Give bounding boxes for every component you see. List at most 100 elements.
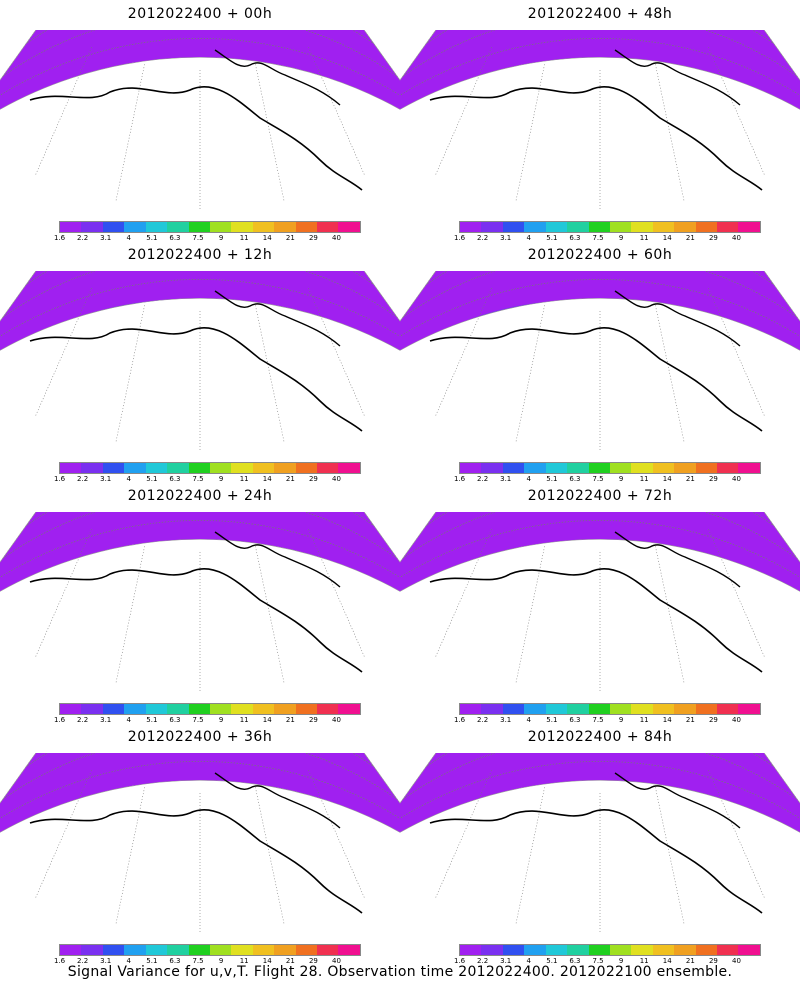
- colorbar-swatch: [738, 463, 760, 473]
- colorbar-tick-label: 1.6: [453, 957, 466, 965]
- variance-contour: [429, 781, 763, 857]
- graticule-meridian: [708, 288, 765, 417]
- variance-contour: [95, 569, 290, 616]
- variance-base: [0, 512, 400, 616]
- colorbar-tick-label: 7.5: [192, 957, 204, 965]
- low-variance-patch: [448, 883, 492, 903]
- colorbar-swatch: [102, 945, 125, 955]
- variance-base: [400, 30, 800, 134]
- colorbar-swatch: [502, 704, 525, 714]
- colorbar-tick-label: 14: [662, 957, 672, 965]
- colorbar-swatch: [567, 463, 589, 473]
- variance-contour: [106, 331, 282, 375]
- colorbar-tick-label: 9: [618, 234, 624, 242]
- colorbar-tick-label: 11: [239, 716, 249, 724]
- colorbar-swatch: [460, 704, 482, 714]
- colorbar-tick-label: 9: [618, 957, 624, 965]
- colorbar-swatch: [674, 463, 696, 473]
- graticule-meridian: [515, 64, 545, 202]
- graticule-meridian: [655, 546, 685, 684]
- coastline: [29, 567, 363, 673]
- variance-contour: [545, 838, 632, 857]
- colorbar-tick-label: 29: [308, 234, 318, 242]
- low-variance-patch: [702, 106, 758, 134]
- colorbar-swatch: [738, 945, 760, 955]
- colorbar-tick-label: 4: [126, 234, 131, 242]
- variance-contour: [433, 310, 736, 375]
- colorbar-tick-label: 11: [639, 475, 649, 483]
- colorbar-tick-label: 7.5: [592, 475, 604, 483]
- colorbar-tick-label: 1.6: [53, 475, 66, 483]
- variance-contour: [534, 106, 651, 134]
- colorbar-tick-label: 21: [285, 475, 295, 483]
- colorbar-swatch: [609, 222, 632, 232]
- colorbar-swatch: [231, 463, 253, 473]
- forecast-panel-4: 2012022400 + 24h 1.6 2.2 3.1 4 5.1 6.3 7.5 9 11 1…: [0, 482, 400, 724]
- colorbar-tick-label: 9: [618, 716, 624, 724]
- forecast-panel-6: 2012022400 + 36h 1.6 2.2 3.1 4 5.1 6.3 7.5 9 11 1…: [0, 723, 400, 965]
- variance-contour: [460, 551, 732, 616]
- variance-contour: [121, 588, 248, 616]
- colorbar-swatch: [252, 704, 275, 714]
- variance-field: [400, 30, 800, 134]
- colorbar-ticks: 1.6 2.2 3.1 4 5.1 6.3 7.5 9 11 14 21 29 40: [448, 475, 748, 485]
- colorbar-tick-label: 21: [285, 957, 295, 965]
- colorbar-swatch: [609, 704, 632, 714]
- colorbar-swatch: [631, 222, 653, 232]
- colorbar-swatch: [738, 704, 760, 714]
- variance-contour: [164, 841, 223, 857]
- graticule-meridian: [655, 787, 685, 925]
- colorbar-tick-label: 2.2: [77, 716, 89, 724]
- graticule-arc: [0, 761, 400, 819]
- colorbar-tick-label: 7.5: [192, 234, 204, 242]
- colorbar-swatch: [481, 945, 503, 955]
- variance-map: [0, 753, 400, 933]
- graticule-meridian: [115, 305, 145, 443]
- graticule-arc: [0, 520, 400, 578]
- map-outline: [0, 512, 400, 592]
- colorbar-swatch: [717, 704, 739, 714]
- colorbar-swatch: [545, 704, 568, 714]
- variance-contour: [482, 811, 692, 857]
- colorbar-swatch: [631, 704, 653, 714]
- low-variance-patch: [702, 588, 758, 616]
- colorbar-swatch: [567, 222, 589, 232]
- variance-contour: [439, 63, 742, 134]
- low-variance-patch: [448, 642, 492, 662]
- colorbar-swatch: [588, 463, 610, 473]
- coastline: [29, 85, 363, 191]
- colorbar-swatch: [695, 222, 718, 232]
- low-variance-patch: [302, 106, 358, 134]
- variance-contour: [61, 794, 324, 857]
- colorbar-swatch: [124, 222, 146, 232]
- variance-contour: [142, 349, 243, 375]
- variance-contour: [106, 820, 267, 857]
- variance-field: [400, 512, 800, 662]
- colorbar-tick-label: 6.3: [569, 475, 581, 483]
- colorbar-swatch: [717, 463, 739, 473]
- colorbar-swatch: [502, 222, 525, 232]
- map-outline: [400, 753, 800, 833]
- colorbar-tick-label: 9: [618, 475, 624, 483]
- colorbar-swatch: [588, 704, 610, 714]
- colorbar-swatch: [167, 704, 189, 714]
- low-variance-patch: [48, 642, 92, 662]
- colorbar-swatch: [317, 945, 339, 955]
- variance-contour: [442, 549, 746, 616]
- variance-contour: [41, 310, 330, 375]
- colorbar-tick-label: 21: [285, 716, 295, 724]
- graticule-meridian: [655, 64, 685, 202]
- variance-contour: [62, 556, 325, 616]
- variance-contour: [149, 829, 242, 857]
- panel-title: 2012022400 + 84h: [527, 729, 673, 745]
- colorbar-swatch: [588, 222, 610, 232]
- colorbar-tick-label: 1.6: [453, 475, 466, 483]
- graticule-arc: [0, 279, 400, 337]
- colorbar-tick-label: 40: [732, 475, 741, 483]
- graticule-meridian: [115, 787, 145, 925]
- colorbar: [459, 462, 761, 474]
- graticule-arc: [400, 761, 800, 819]
- colorbar-swatch: [124, 463, 146, 473]
- colorbar-swatch: [295, 704, 318, 714]
- colorbar-tick-label: 5.1: [146, 475, 158, 483]
